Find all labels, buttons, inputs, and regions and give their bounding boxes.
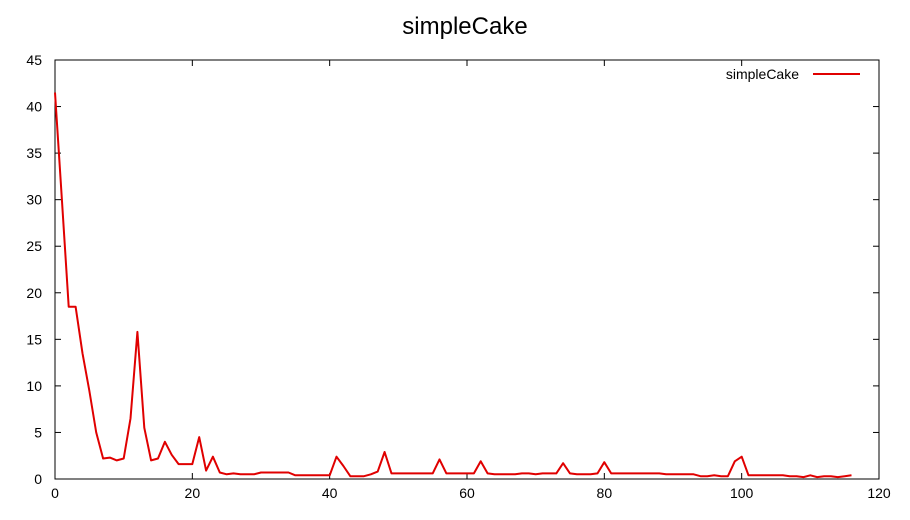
legend-label: simpleCake: [726, 66, 799, 82]
y-tick-label: 10: [26, 378, 42, 394]
x-tick-label: 100: [730, 485, 754, 501]
x-tick-label: 80: [597, 485, 613, 501]
y-tick-label: 0: [34, 471, 42, 487]
series-line-simpleCake: [54, 92, 852, 479]
y-tick-label: 25: [26, 238, 42, 254]
axis-ticks: [54, 59, 880, 480]
x-tick-label: 20: [185, 485, 201, 501]
x-tick-label: 40: [322, 485, 338, 501]
tick-labels: 0 20 40 60 80 100 120 0 5 10 15 20 25 30 35 40 45: [26, 52, 890, 501]
plot-frame: [54, 59, 880, 480]
chart-title: simpleCake: [402, 13, 527, 40]
y-tick-label: 35: [26, 145, 42, 161]
y-tick-label: 30: [26, 192, 42, 208]
legend: simpleCake: [726, 66, 860, 82]
y-tick-label: 20: [26, 285, 42, 301]
series-layer: [54, 92, 852, 479]
y-tick-label: 15: [26, 331, 42, 347]
x-tick-label: 0: [51, 485, 59, 501]
x-tick-label: 60: [459, 485, 475, 501]
y-tick-label: 45: [26, 52, 42, 68]
y-tick-label: 40: [26, 99, 42, 115]
x-tick-label: 120: [867, 485, 891, 501]
y-tick-label: 5: [34, 424, 42, 440]
